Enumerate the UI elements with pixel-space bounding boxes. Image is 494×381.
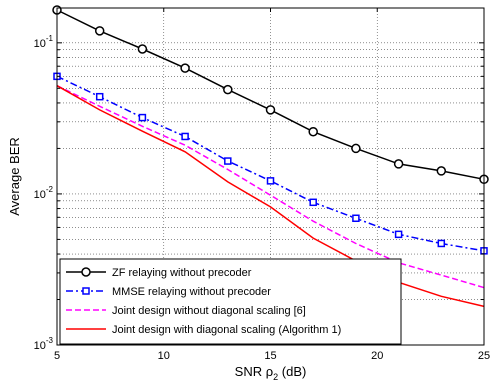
x-axis-label-subscript: 2 [273,372,278,381]
x-axis-label-main: SNR ρ [235,364,273,379]
data-point [181,132,189,141]
data-point [394,230,403,239]
data-point [352,214,360,223]
x-tick-label: 20 [371,350,383,362]
y-tick-label: 10-3 [34,336,54,352]
data-point [180,63,190,73]
data-point [393,159,404,169]
data-point [224,157,232,165]
y-tick-label-exponent: -1 [46,34,54,43]
legend-swatch-marker [81,267,91,277]
y-tick-label-base: 10 [34,38,46,50]
legend-label: MMSE relaying without precoder [112,286,271,298]
series-group [52,5,489,308]
legend-label: Joint design with diagonal scaling (Algo… [112,324,341,336]
x-tick-label: 10 [158,350,170,362]
x-tick-label: 25 [478,350,490,362]
data-point [265,105,276,115]
series-line-3 [56,85,485,289]
x-tick-label: 15 [264,350,276,362]
y-axis-label: Average BER [7,137,22,216]
data-point [437,239,446,248]
legend-label: ZF relaying without precoder [112,267,252,279]
data-point [266,177,275,185]
data-point [436,166,447,176]
legend-swatch-marker [82,287,90,295]
data-point [138,113,147,122]
y-tick-label-exponent: -2 [46,185,54,194]
y-tick-label-base: 10 [34,340,46,352]
legend-label: Joint design without diagonal scaling [6… [112,305,306,317]
series-line-4 [56,85,485,308]
legend-box [59,258,402,345]
x-axis-label-unit: (dB) [278,364,306,379]
data-point [309,198,317,207]
series-line-2 [56,75,485,252]
y-tick-label: 10-2 [34,185,54,201]
y-tick-label: 10-1 [34,34,54,50]
y-tick-label-base: 10 [34,189,46,201]
data-point [137,44,148,54]
x-axis-label: SNR ρ2 (dB) [235,364,307,381]
data-point [94,26,105,36]
data-point [95,92,104,101]
x-tick-label: 5 [54,350,60,362]
legend: ZF relaying without precoder MMSE relayin… [59,258,402,345]
data-point [351,143,361,154]
data-point [223,84,233,95]
data-point [308,126,318,137]
y-tick-label-exponent: -3 [46,336,54,345]
